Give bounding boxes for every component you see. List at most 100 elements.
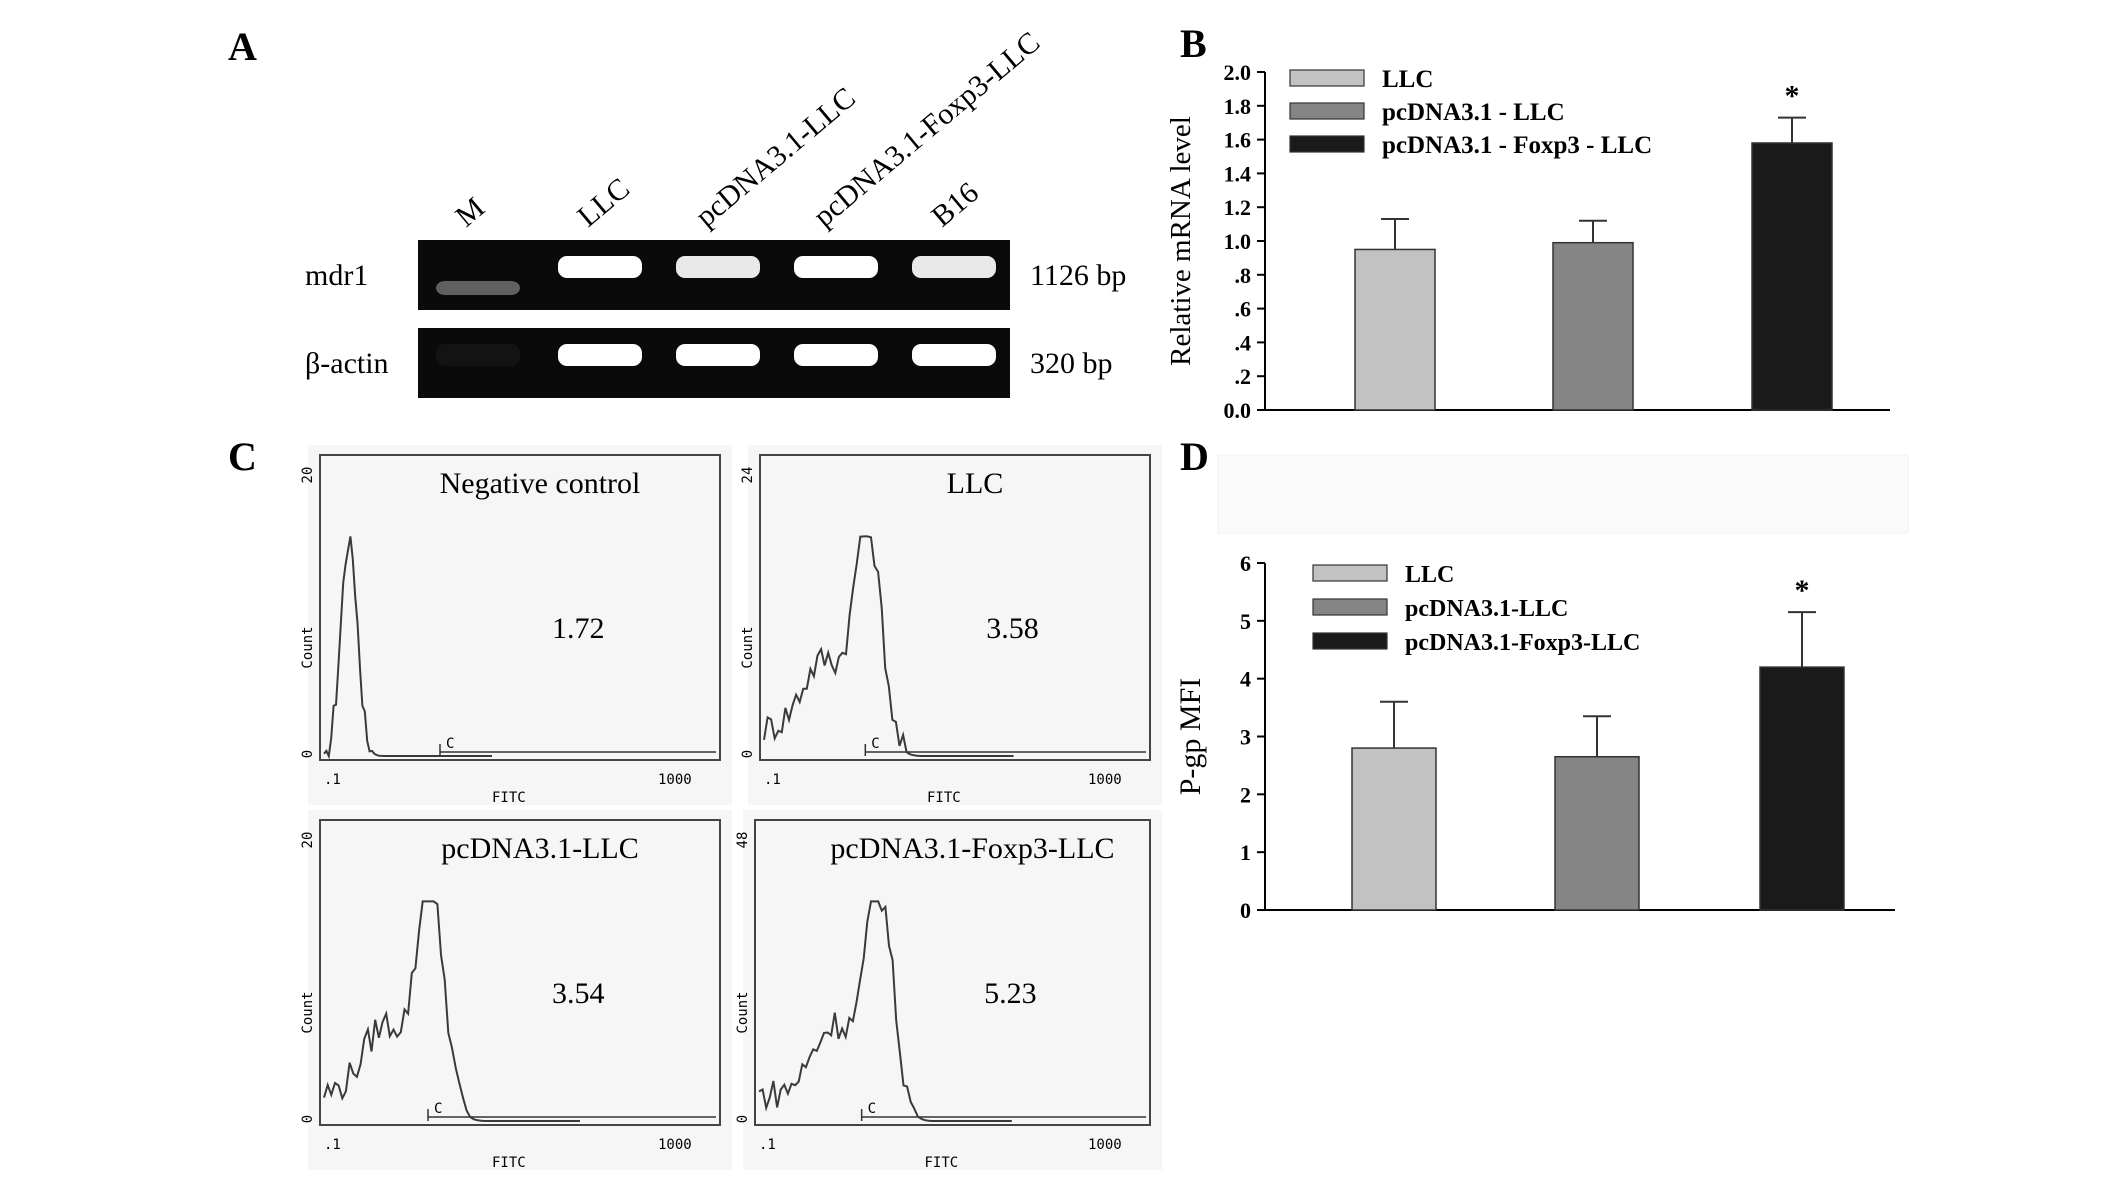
y-tick-label: 1.2 (1224, 195, 1252, 220)
legend-label: pcDNA3.1 - Foxp3 - LLC (1382, 132, 1652, 159)
legend-label: LLC (1382, 66, 1433, 93)
facs-xmax-label: 1000 (658, 772, 692, 788)
bar (1354, 248, 1436, 411)
y-tick-label: 4 (1240, 667, 1251, 692)
facs-histogram: pcDNA3.1-LLC 3.54 20 Count 0 .1 1000 FITC C (300, 810, 732, 1171)
facs-y0-label: 0 (740, 750, 756, 758)
facs-frame (319, 819, 721, 1126)
facs-mfi-value: 5.23 (984, 977, 1037, 1010)
gel-size-label: 1126 bp (1030, 259, 1126, 292)
facs-xmin-label: .1 (759, 1137, 776, 1153)
gel-lane-label: LLC (571, 172, 636, 234)
y-tick-label: .2 (1235, 364, 1252, 389)
y-tick-label: 6 (1240, 551, 1251, 576)
y-tick-label: 5 (1240, 609, 1251, 634)
gel-band (436, 344, 520, 366)
facs-gate-label: C (434, 1101, 442, 1117)
chart-d-plot: 0 1 2 3 4 5 6 P-gp MFI * LLC pcDNA3.1-LLC pcDNA3.1-… (1174, 551, 1895, 923)
y-tick-label: 1.0 (1224, 229, 1252, 254)
facs-histogram: LLC 3.58 24 Count 0 .1 1000 FITC C (740, 445, 1162, 806)
y-tick-label: .8 (1235, 263, 1252, 288)
panel-b-chart: B 0.0 .2 .4 .6 .8 1.0 1.2 1.4 1.6 1.8 2.0 Relative … (1165, 21, 1890, 423)
facs-xmax-label: 1000 (1088, 772, 1122, 788)
facs-xmax-label: 1000 (658, 1137, 692, 1153)
legend-label: LLC (1405, 562, 1454, 588)
facs-background (308, 445, 732, 805)
bar (1552, 241, 1634, 411)
bar (1759, 666, 1845, 911)
panel-letter-a: A (228, 24, 257, 69)
facs-y0-label: 0 (735, 1115, 751, 1123)
gel-lane-label: B16 (925, 176, 985, 233)
gel-band (558, 344, 642, 366)
bar (1351, 747, 1437, 911)
gel-band (436, 281, 520, 295)
gel-lane-label: pcDNA3.1-Foxp3-LLC (807, 25, 1046, 233)
bar (1751, 142, 1833, 411)
facs-curve (323, 900, 580, 1122)
legend-swatch (1312, 632, 1388, 650)
chart-d-title-area (1217, 454, 1909, 534)
facs-curve (763, 535, 1014, 757)
facs-histogram: pcDNA3.1-Foxp3-LLC 5.23 48 Count 0 .1 1000 FITC… (735, 810, 1162, 1171)
facs-ylabel: Count (300, 991, 316, 1033)
facs-ymax-label: 24 (740, 467, 756, 484)
facs-xmax-label: 1000 (1088, 1137, 1122, 1153)
facs-xmin-label: .1 (324, 772, 341, 788)
panel-letter-c: C (228, 434, 257, 479)
facs-xmin-label: .1 (764, 772, 781, 788)
facs-title: pcDNA3.1-Foxp3-LLC (830, 832, 1114, 865)
y-tick-label: 3 (1240, 725, 1251, 750)
significance-marker: * (1795, 574, 1810, 607)
legend-swatch (1289, 69, 1365, 87)
gel-rows: mdr1 1126 bp β-actin 320 bp (305, 240, 1126, 398)
facs-ymax-label: 20 (300, 832, 316, 849)
y-tick-label: 2.0 (1224, 60, 1252, 85)
facs-title: Negative control (440, 467, 641, 500)
gel-band (912, 256, 996, 278)
gel-band (794, 344, 878, 366)
gel-band (912, 344, 996, 366)
y-tick-label: 1.4 (1224, 161, 1252, 186)
facs-frame (754, 819, 1151, 1126)
facs-curve (323, 536, 492, 760)
panel-letter-d: D (1180, 434, 1209, 479)
gel-gene-label: mdr1 (305, 259, 368, 292)
facs-title: LLC (947, 467, 1004, 500)
chart-b-plot: 0.0 .2 .4 .6 .8 1.0 1.2 1.4 1.6 1.8 2.0 Relative mR… (1165, 60, 1890, 423)
y-axis-label: P-gp MFI (1174, 678, 1207, 796)
facs-background (748, 445, 1162, 805)
gel-size-label: 320 bp (1030, 347, 1113, 380)
facs-frame (759, 454, 1151, 761)
facs-ylabel: Count (740, 626, 756, 668)
facs-gate-label: C (446, 736, 454, 752)
facs-y0-label: 0 (300, 750, 316, 758)
gel-band (676, 344, 760, 366)
gel-band (676, 256, 760, 278)
y-tick-label: 1 (1240, 840, 1251, 865)
panel-d-chart: D 0 1 2 3 4 5 6 P-gp MFI * LLC pcDNA3.1-LLC pcDNA3.… (1174, 434, 1909, 923)
facs-background (743, 810, 1162, 1170)
facs-ymax-label: 20 (300, 467, 316, 484)
y-tick-label: 0 (1240, 898, 1251, 923)
facs-mfi-value: 3.58 (986, 612, 1038, 645)
legend-swatch (1312, 598, 1388, 616)
y-tick-label: .6 (1235, 297, 1252, 322)
facs-xlabel: FITC (927, 790, 961, 806)
facs-ylabel: Count (300, 626, 316, 668)
facs-gate-label: C (871, 736, 879, 752)
facs-background (308, 810, 732, 1170)
gel-band (794, 256, 878, 278)
legend-swatch (1289, 102, 1365, 120)
gel-band (558, 256, 642, 278)
facs-title: pcDNA3.1-LLC (441, 832, 638, 865)
panel-letter-b: B (1180, 21, 1207, 66)
bar (1554, 755, 1640, 911)
y-tick-label: 1.8 (1224, 94, 1252, 119)
legend-label: pcDNA3.1-Foxp3-LLC (1405, 630, 1640, 656)
facs-xlabel: FITC (492, 1155, 526, 1171)
y-tick-label: 0.0 (1224, 398, 1252, 423)
facs-xlabel: FITC (492, 790, 526, 806)
